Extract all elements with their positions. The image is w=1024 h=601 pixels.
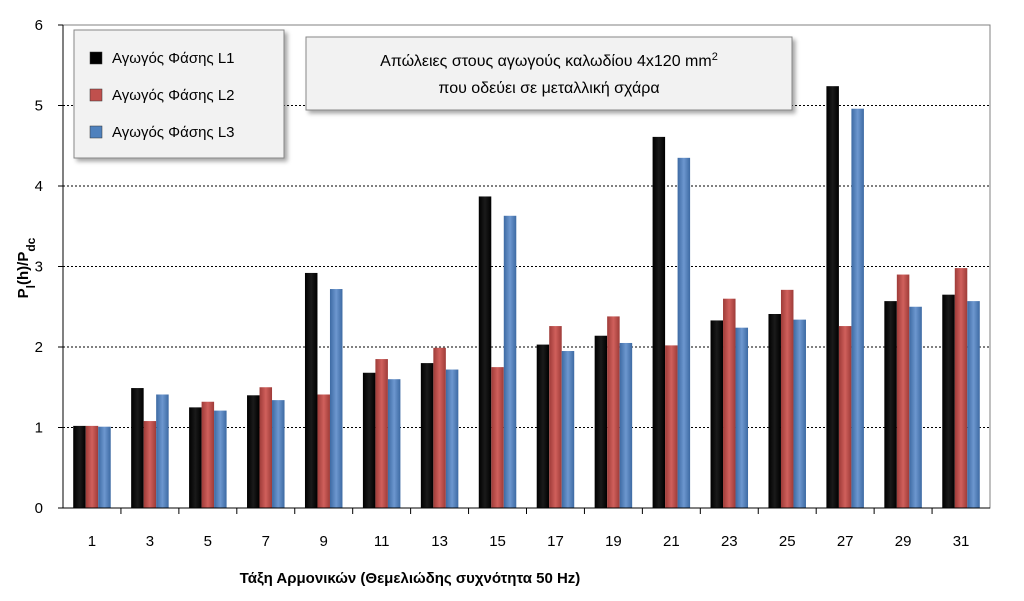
legend-box — [73, 29, 285, 159]
bar-Αγωγός-Φάσης-L2-h7 — [259, 387, 273, 508]
bar-Αγωγός-Φάσης-L3-h15 — [503, 215, 517, 508]
bar-Αγωγός-Φάσης-L3-h11 — [387, 379, 401, 508]
annotation-box: Απώλειες στους αγωγούς καλωδίου 4x120 mm… — [305, 36, 793, 111]
x-tick-label: 25 — [779, 533, 796, 550]
bar-Αγωγός-Φάσης-L1-h21 — [652, 136, 666, 508]
x-tick-label: 31 — [953, 533, 970, 550]
bar-Αγωγός-Φάσης-L2-h13 — [433, 347, 446, 508]
bar-Αγωγός-Φάσης-L1-h1 — [73, 425, 86, 508]
bar-Αγωγός-Φάσης-L1-h7 — [247, 395, 260, 508]
y-tick-label: 6 — [35, 17, 43, 34]
bar-Αγωγός-Φάσης-L1-h15 — [478, 196, 492, 508]
bar-Αγωγός-Φάσης-L1-h17 — [536, 344, 550, 508]
x-tick-label: 23 — [721, 533, 738, 550]
x-tick-label: 27 — [837, 533, 854, 550]
bar-Αγωγός-Φάσης-L3-h19 — [619, 342, 633, 508]
legend-label: Αγωγός Φάσης L2 — [112, 87, 235, 104]
bar-Αγωγός-Φάσης-L3-h27 — [851, 108, 864, 508]
bar-Αγωγός-Φάσης-L2-h9 — [317, 394, 330, 508]
bar-Αγωγός-Φάσης-L1-h3 — [131, 388, 144, 508]
annotation-line-2: που οδεύει σε μεταλλική σχάρα — [438, 80, 659, 97]
x-tick-label: 7 — [262, 533, 270, 550]
x-tick-labels: 1 3 5 7 9 11 13 15 17 19 21 23 25 27 29 31 — [88, 533, 970, 550]
legend: Αγωγός Φάσης L1 Αγωγός Φάσης L2 Αγωγός Φάσ… — [73, 29, 285, 159]
bar-Αγωγός-Φάσης-L2-h23 — [723, 298, 736, 508]
bar-Αγωγός-Φάσης-L3-h31 — [967, 301, 980, 508]
bar-Αγωγός-Φάσης-L3-h17 — [561, 351, 575, 508]
bar-Αγωγός-Φάσης-L1-h31 — [942, 294, 955, 508]
x-tick-label: 5 — [204, 533, 212, 550]
bars — [73, 86, 980, 509]
bar-Αγωγός-Φάσης-L3-h3 — [156, 394, 169, 508]
bar-Αγωγός-Φάσης-L3-h7 — [272, 400, 285, 508]
y-tick-label: 3 — [35, 259, 43, 276]
bar-Αγωγός-Φάσης-L1-h29 — [884, 301, 897, 508]
bar-Αγωγός-Φάσης-L2-h5 — [201, 401, 215, 508]
bar-Αγωγός-Φάσης-L2-h1 — [85, 425, 99, 508]
bar-Αγωγός-Φάσης-L2-h27 — [838, 326, 852, 508]
legend-label: Αγωγός Φάσης L3 — [112, 124, 235, 141]
x-axis-title: Τάξη Αρμονικών (Θεμελιώδης συχνότητα 50 … — [240, 570, 581, 587]
bar-Αγωγός-Φάσης-L3-h9 — [329, 289, 343, 508]
x-tick-label: 21 — [663, 533, 680, 550]
bar-Αγωγός-Φάσης-L1-h5 — [189, 407, 202, 508]
y-tick-labels: 0 1 2 3 4 5 6 — [35, 17, 43, 517]
bar-Αγωγός-Φάσης-L1-h9 — [304, 272, 318, 508]
bar-Αγωγός-Φάσης-L3-h25 — [793, 319, 806, 508]
bar-Αγωγός-Φάσης-L1-h19 — [594, 335, 608, 508]
bar-Αγωγός-Φάσης-L2-h17 — [549, 326, 562, 508]
bar-Αγωγός-Φάσης-L3-h5 — [214, 410, 227, 508]
y-tick-label: 4 — [35, 178, 43, 195]
legend-swatch — [89, 88, 103, 102]
bar-Αγωγός-Φάσης-L2-h3 — [143, 421, 157, 508]
bar-Αγωγός-Φάσης-L1-h23 — [710, 320, 724, 508]
annotation-box-frame — [305, 36, 793, 111]
y-tick-label: 1 — [35, 420, 43, 437]
legend-label: Αγωγός Φάσης L1 — [112, 50, 235, 67]
bar-Αγωγός-Φάσης-L1-h25 — [768, 313, 781, 508]
y-tick-label: 2 — [35, 339, 43, 356]
x-tick-label: 13 — [431, 533, 448, 550]
x-tick-label: 1 — [88, 533, 96, 550]
bar-Αγωγός-Φάσης-L3-h13 — [445, 369, 459, 508]
x-tick-label: 3 — [146, 533, 154, 550]
y-axis-title: Pl(h)/Pdc — [15, 237, 38, 298]
bar-Αγωγός-Φάσης-L3-h29 — [909, 306, 922, 508]
legend-swatch — [89, 125, 103, 139]
axes — [58, 24, 991, 514]
x-tick-label: 9 — [320, 533, 328, 550]
bar-Αγωγός-Φάσης-L2-h29 — [896, 274, 910, 508]
x-tick-label: 15 — [489, 533, 506, 550]
bar-Αγωγός-Φάσης-L3-h1 — [98, 426, 111, 508]
legend-swatch — [89, 51, 103, 65]
x-tick-label: 17 — [547, 533, 564, 550]
bar-Αγωγός-Φάσης-L2-h21 — [665, 345, 678, 508]
bar-Αγωγός-Φάσης-L1-h13 — [420, 363, 434, 508]
y-tick-label: 5 — [35, 98, 43, 115]
bar-Αγωγός-Φάσης-L1-h27 — [826, 86, 839, 509]
bar-Αγωγός-Φάσης-L2-h25 — [780, 289, 794, 508]
bar-Αγωγός-Φάσης-L2-h15 — [491, 367, 504, 508]
bar-Αγωγός-Φάσης-L2-h19 — [607, 316, 620, 508]
bar-Αγωγός-Φάσης-L2-h31 — [954, 268, 968, 508]
bar-Αγωγός-Φάσης-L3-h23 — [735, 327, 749, 508]
annotation-line-1: Απώλειες στους αγωγούς καλωδίου 4x120 mm… — [380, 51, 718, 70]
y-tick-label: 0 — [35, 500, 43, 517]
bar-Αγωγός-Φάσης-L3-h21 — [677, 157, 691, 508]
x-tick-label: 29 — [895, 533, 912, 550]
x-tick-label: 11 — [374, 533, 390, 550]
bar-Αγωγός-Φάσης-L2-h11 — [375, 359, 388, 508]
bar-Αγωγός-Φάσης-L1-h11 — [362, 372, 376, 508]
x-tick-label: 19 — [605, 533, 622, 550]
